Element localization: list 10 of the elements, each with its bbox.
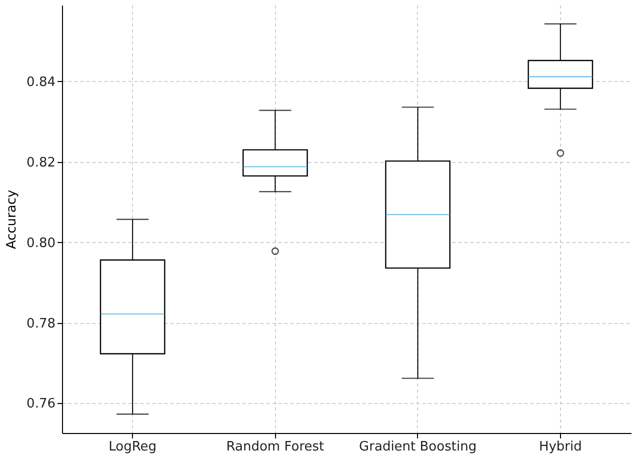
y-tick-label: 0.80: [26, 236, 56, 251]
x-tick-label: LogReg: [108, 440, 157, 454]
x-tick-label: Hybrid: [538, 440, 582, 454]
y-tick-label: 0.78: [26, 316, 56, 332]
x-tick-label: Random Forest: [226, 440, 324, 454]
y-axis-title: Accuracy: [4, 190, 20, 250]
y-tick-label: 0.84: [26, 74, 56, 90]
y-tick-label: 0.76: [26, 396, 56, 412]
y-tick-label: 0.82: [26, 155, 56, 170]
x-tick-label: Gradient Boosting: [359, 440, 477, 454]
